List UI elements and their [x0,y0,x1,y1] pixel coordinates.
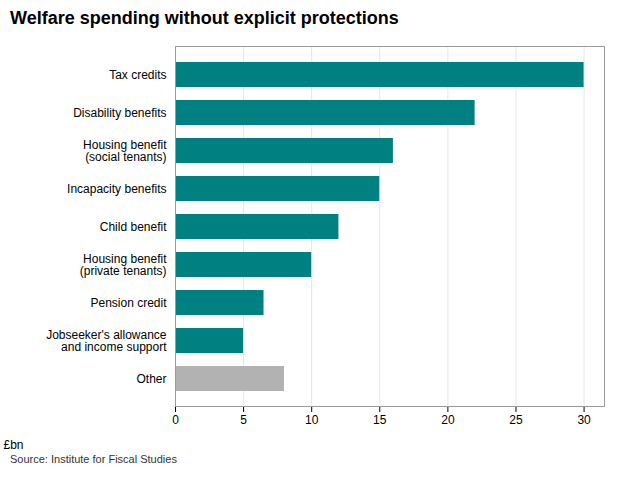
svg-text:Pension credit: Pension credit [90,296,167,310]
svg-text:Incapacity benefits: Incapacity benefits [67,182,166,196]
svg-text:15: 15 [373,413,387,427]
svg-text:Tax credits: Tax credits [109,68,166,82]
svg-text:Jobseeker's allowanceand incom: Jobseeker's allowanceand income support [46,328,167,354]
svg-text:5: 5 [240,413,247,427]
html-text:Source: Institute for Fiscal S: Source: Institute for Fiscal Studies [10,453,177,465]
svg-text:Disability benefits: Disability benefits [73,106,166,120]
svg-text:Housing benefit(private tenant: Housing benefit(private tenants) [80,252,167,278]
svg-text:0: 0 [172,413,179,427]
svg-text:£bn: £bn [4,438,24,452]
svg-text:25: 25 [509,413,523,427]
svg-text:10: 10 [305,413,319,427]
svg-text:20: 20 [441,413,455,427]
svg-text:30: 30 [577,413,591,427]
svg-text:Other: Other [136,372,166,386]
svg-text:Housing benefit(social tenants: Housing benefit(social tenants) [83,138,167,164]
html-text:Welfare spending without expli: Welfare spending without explicit protec… [10,8,399,28]
svg-text:Child benefit: Child benefit [100,220,167,234]
